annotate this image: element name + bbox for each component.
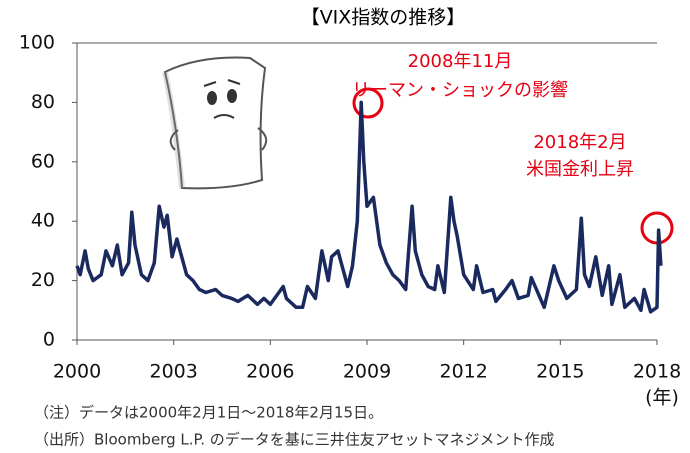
y-tick-label: 100: [19, 32, 55, 54]
x-axis-label: (年): [645, 387, 679, 409]
annotation: 2018年2月: [533, 132, 626, 153]
x-tick-label: 2012: [439, 361, 487, 383]
y-tick-label: 80: [31, 91, 55, 113]
chart: 【VIX指数の推移】 2008年11月 リーマン・ショックの影響 2018年2月…: [0, 0, 690, 453]
y-tick-label: 60: [31, 150, 55, 172]
x-tick-label: 2009: [343, 361, 391, 383]
x-tick-label: 2018: [633, 361, 681, 383]
source: （出所）Bloomberg L.P. のデータを基に三井住友アセットマネジメント…: [34, 431, 554, 449]
annotation: 米国金利上昇: [526, 159, 634, 180]
cartoon: [165, 58, 266, 189]
x-tick-label: 2006: [246, 361, 294, 383]
annotation: 2008年11月: [408, 51, 513, 72]
x-tick-label: 2015: [536, 361, 584, 383]
y-tick-label: 20: [31, 269, 55, 291]
chart-title: 【VIX指数の推移】: [301, 7, 466, 29]
y-tick-label: 40: [31, 210, 55, 232]
x-tick-label: 2003: [149, 361, 197, 383]
annotation: リーマン・ショックの影響: [352, 80, 568, 101]
note: （注）データは2000年2月1日～2018年2月15日。: [34, 404, 383, 422]
y-tick-label: 0: [43, 329, 55, 351]
x-tick-label: 2000: [53, 361, 101, 383]
